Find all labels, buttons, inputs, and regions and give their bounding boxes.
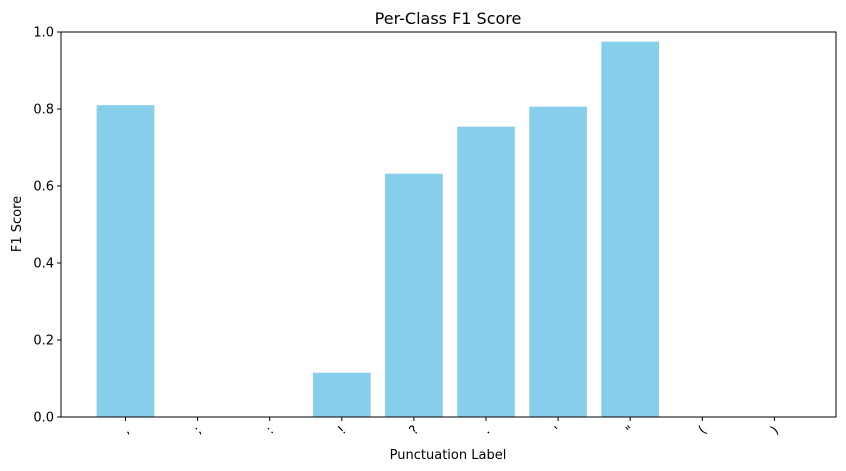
y-tick-label-4: 0.8 xyxy=(33,103,54,118)
y-tick-label-5: 1.0 xyxy=(33,26,54,41)
bar-4 xyxy=(385,173,443,417)
y-tick-label-2: 0.4 xyxy=(33,257,54,272)
y-axis-label: F1 Score xyxy=(10,196,25,252)
x-tick-label-7: " xyxy=(623,423,638,438)
x-axis-label: Punctuation Label xyxy=(390,448,507,463)
bar-5 xyxy=(457,126,515,418)
bar-6 xyxy=(529,106,587,417)
bar-7 xyxy=(601,41,660,418)
y-tick-label-1: 0.2 xyxy=(33,334,54,349)
bar-0 xyxy=(96,105,155,418)
x-tick-label-6: ' xyxy=(552,424,565,437)
plot-area-frame xyxy=(60,31,837,418)
x-axis-ticks: ,;:!?. ' " () xyxy=(119,417,782,438)
y-axis-ticks: 0.0 0.2 0.4 0.6 0.8 1.0 xyxy=(33,26,61,426)
x-tick-label-9: ) xyxy=(768,423,782,437)
bar-3 xyxy=(312,372,371,417)
x-tick-label-1: ; xyxy=(191,424,205,438)
x-tick-label-4: ? xyxy=(407,423,422,438)
y-tick-label-3: 0.6 xyxy=(33,180,54,195)
bars-group xyxy=(96,41,660,418)
x-tick-label-5: . xyxy=(480,424,494,438)
x-tick-label-3: ! xyxy=(335,423,349,437)
x-tick-label-0: , xyxy=(119,424,133,438)
chart-title: Per-Class F1 Score xyxy=(375,9,522,28)
x-tick-label-2: : xyxy=(263,424,277,438)
x-tick-label-8: ( xyxy=(696,423,710,437)
y-tick-label-0: 0.0 xyxy=(33,411,54,426)
